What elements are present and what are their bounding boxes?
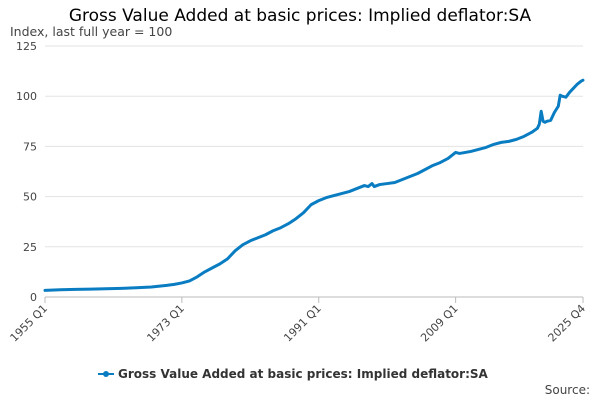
data-point: [325, 196, 328, 199]
data-point: [564, 96, 567, 99]
data-point: [173, 283, 176, 286]
data-point: [439, 161, 442, 164]
data-point: [218, 262, 221, 265]
x-tick-label: 1973 Q1: [144, 302, 187, 345]
gridlines: [45, 45, 583, 298]
data-point: [545, 120, 548, 123]
data-point: [287, 222, 290, 225]
data-point: [580, 80, 582, 83]
data-point: [431, 164, 434, 167]
y-axis-label: Index, last full year = 100: [10, 24, 173, 39]
data-point: [59, 288, 62, 291]
chart-title: Gross Value Added at basic prices: Impli…: [68, 6, 532, 26]
data-point: [188, 280, 191, 282]
data-point: [165, 284, 168, 287]
data-point: [530, 131, 533, 134]
data-point: [241, 243, 244, 246]
data-point: [371, 182, 373, 185]
data-point: [576, 83, 579, 86]
data-point: [542, 120, 544, 123]
data-point: [447, 157, 449, 160]
legend-label[interactable]: Gross Value Added at basic prices: Impli…: [118, 367, 489, 381]
data-point: [333, 194, 335, 197]
data-point: [416, 172, 419, 175]
data-point: [500, 141, 503, 144]
data-point: [367, 185, 370, 188]
x-tick-label: 2009 Q1: [418, 302, 461, 345]
data-point: [196, 276, 198, 278]
data-point: [549, 119, 552, 122]
data-point: [249, 239, 252, 242]
data-point: [507, 140, 510, 143]
legend-swatch-marker: [103, 371, 109, 377]
data-point: [454, 151, 457, 154]
data-point: [538, 123, 541, 126]
data-point: [104, 287, 107, 290]
data-point: [386, 182, 389, 185]
legend[interactable]: Gross Value Added at basic prices: Impli…: [98, 367, 489, 381]
y-tick-label: 75: [23, 140, 37, 153]
source-label: Source:: [544, 383, 590, 397]
y-tick-label: 100: [16, 90, 37, 103]
data-point: [469, 150, 472, 153]
data-point: [553, 111, 556, 114]
y-tick-label: 25: [23, 241, 37, 254]
data-point: [523, 135, 525, 138]
data-point: [378, 183, 381, 186]
axes: 0 25 50 75 100 125 1955 Q1 1973 Q1 1991 Q1 2009 Q…: [8, 40, 589, 344]
data-point: [582, 79, 584, 82]
data-point: [180, 282, 183, 284]
x-tick-label: 1991 Q1: [281, 302, 324, 345]
data-point: [492, 143, 495, 146]
data-point: [226, 257, 229, 260]
data-point: [150, 286, 153, 288]
data-point: [89, 288, 92, 291]
y-tick-label: 125: [16, 40, 37, 53]
data-point: [458, 152, 461, 155]
data-point: [203, 271, 206, 273]
data-point: [401, 178, 404, 181]
data-point: [373, 185, 376, 188]
data-point: [561, 95, 563, 98]
data-point: [135, 286, 138, 289]
data-point: [234, 249, 237, 252]
y-tick-label: 50: [23, 191, 37, 204]
data-point: [540, 110, 543, 113]
data-point: [317, 199, 320, 202]
data-point: [485, 146, 487, 149]
data-point: [544, 121, 546, 124]
data-point: [44, 289, 46, 292]
data-point: [355, 187, 358, 190]
data-point: [393, 181, 396, 184]
data-point: [295, 217, 297, 220]
x-tick-label: 2025 Q4: [546, 302, 589, 345]
data-point: [272, 229, 275, 232]
data-point: [279, 226, 282, 229]
data-point: [462, 151, 465, 154]
data-point: [568, 91, 571, 94]
series-layer: [43, 78, 585, 292]
data-point: [572, 87, 575, 90]
data-point: [302, 211, 305, 214]
data-point: [559, 94, 562, 97]
data-point: [536, 127, 539, 130]
data-point: [424, 168, 427, 171]
y-tick-label: 0: [30, 291, 37, 304]
data-point: [120, 287, 122, 290]
data-point: [477, 148, 480, 151]
data-point: [515, 138, 518, 141]
data-point: [74, 288, 77, 291]
data-point: [264, 233, 267, 236]
data-point: [211, 266, 214, 269]
data-point: [363, 184, 366, 187]
data-point: [409, 175, 411, 178]
series-line[interactable]: [43, 78, 585, 292]
data-point: [310, 203, 313, 206]
data-point: [257, 236, 259, 239]
data-point: [340, 192, 343, 195]
data-point: [557, 105, 560, 108]
x-tick-label: 1955 Q1: [8, 302, 51, 345]
data-point: [348, 190, 351, 193]
